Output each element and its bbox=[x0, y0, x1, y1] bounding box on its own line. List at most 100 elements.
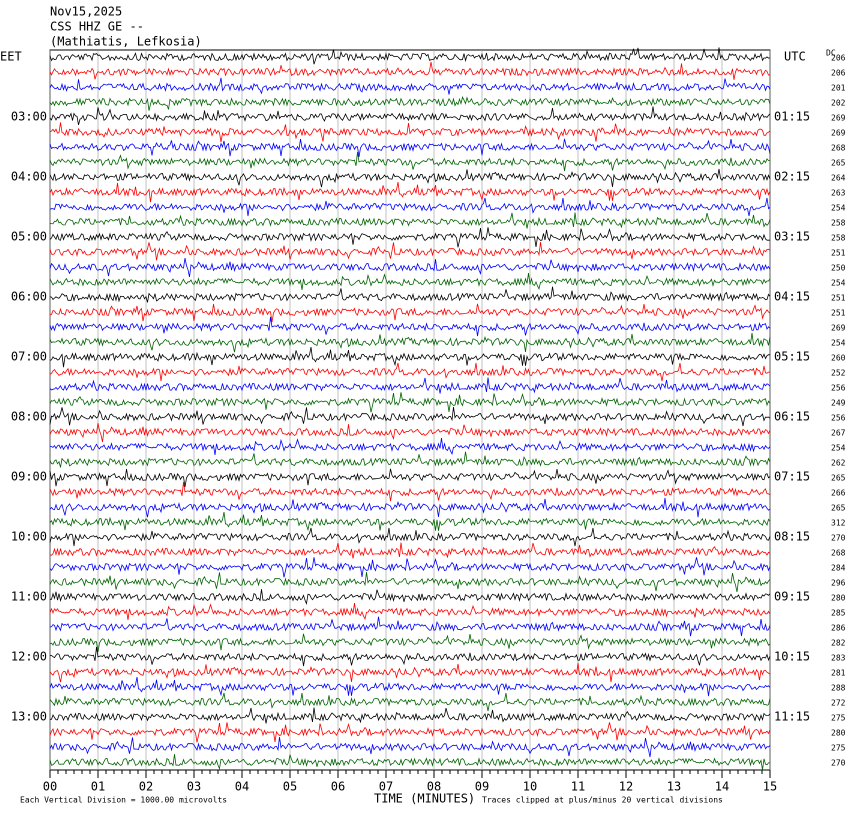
trace bbox=[49, 423, 771, 443]
trace bbox=[49, 557, 771, 578]
right-time: 06:15 bbox=[774, 410, 810, 424]
right-time: 04:15 bbox=[774, 290, 810, 304]
left-time: 03:00 bbox=[11, 110, 47, 124]
trace bbox=[49, 106, 771, 126]
dc-offset: 286 bbox=[831, 624, 846, 633]
dc-offset: 270 bbox=[831, 534, 846, 543]
dc-offset: 268 bbox=[831, 144, 846, 153]
dc-offset: 269 bbox=[831, 129, 846, 138]
dc-offset: 252 bbox=[831, 369, 846, 378]
dc-offset: 256 bbox=[831, 384, 846, 393]
trace bbox=[49, 633, 771, 652]
x-tick-label: 07 bbox=[379, 780, 393, 794]
trace bbox=[49, 151, 771, 172]
x-tick-label: 15 bbox=[763, 780, 777, 794]
right-time: 10:15 bbox=[774, 650, 810, 664]
trace bbox=[49, 316, 771, 337]
left-time: 07:00 bbox=[11, 350, 47, 364]
dc-offset: 275 bbox=[831, 714, 846, 723]
trace bbox=[49, 197, 771, 217]
left-time: 09:00 bbox=[11, 470, 47, 484]
dc-offset: 280 bbox=[831, 594, 846, 603]
left-time: 11:00 bbox=[11, 590, 47, 604]
x-tick-label: 09 bbox=[475, 780, 489, 794]
x-tick-label: 05 bbox=[283, 780, 297, 794]
dc-offset: 270 bbox=[831, 759, 846, 768]
trace bbox=[49, 96, 771, 111]
dc-offset: 275 bbox=[831, 744, 846, 753]
dc-offset: 254 bbox=[831, 204, 846, 213]
left-time: 05:00 bbox=[11, 230, 47, 244]
trace bbox=[49, 754, 771, 771]
trace bbox=[49, 542, 771, 559]
dc-offset: 201 bbox=[831, 84, 846, 93]
trace bbox=[49, 286, 771, 303]
trace bbox=[50, 589, 771, 606]
trace bbox=[49, 571, 771, 593]
right-zone: UTC bbox=[784, 50, 806, 64]
plot-frame bbox=[49, 49, 771, 771]
trace bbox=[49, 212, 771, 229]
dc-offset: 251 bbox=[831, 294, 846, 303]
dc-offset: 266 bbox=[831, 489, 846, 498]
dc-offset: 258 bbox=[831, 234, 846, 243]
trace bbox=[49, 497, 771, 518]
dc-offset: 282 bbox=[831, 639, 846, 648]
trace bbox=[49, 227, 770, 248]
x-tick-label: 04 bbox=[235, 780, 249, 794]
left-time: 08:00 bbox=[11, 410, 47, 424]
dc-offset: 251 bbox=[831, 309, 846, 318]
dc-offset: 250 bbox=[831, 264, 846, 273]
trace bbox=[49, 722, 771, 743]
offset-header: DC bbox=[826, 49, 836, 58]
trace bbox=[49, 362, 771, 382]
x-tick-label: 02 bbox=[139, 780, 153, 794]
trace bbox=[49, 122, 771, 143]
trace bbox=[49, 377, 771, 394]
trace bbox=[49, 347, 771, 368]
scale-note: Each Vertical Division = 1000.00 microvo… bbox=[20, 796, 227, 805]
dc-offset: 265 bbox=[831, 474, 846, 483]
left-time: 04:00 bbox=[11, 170, 47, 184]
x-tick-label: 11 bbox=[571, 780, 585, 794]
trace bbox=[49, 138, 771, 157]
trace bbox=[49, 303, 771, 322]
trace bbox=[49, 258, 771, 278]
dc-offset: 283 bbox=[831, 654, 846, 663]
dc-offset: 254 bbox=[831, 279, 846, 288]
x-tick-label: 03 bbox=[187, 780, 201, 794]
trace bbox=[49, 77, 771, 95]
right-time: 03:15 bbox=[774, 230, 810, 244]
dc-offset: 254 bbox=[831, 339, 846, 348]
dc-offset: 269 bbox=[831, 114, 846, 123]
right-time: 08:15 bbox=[774, 530, 810, 544]
right-time: 01:15 bbox=[774, 110, 810, 124]
dc-offset: 281 bbox=[831, 669, 846, 678]
trace bbox=[49, 47, 771, 65]
trace bbox=[49, 677, 771, 697]
trace bbox=[49, 603, 771, 620]
trace bbox=[49, 662, 771, 683]
trace bbox=[49, 241, 771, 261]
trace bbox=[49, 512, 771, 532]
dc-offset: 254 bbox=[831, 444, 846, 453]
trace bbox=[50, 707, 771, 724]
date: Nov15,2025 bbox=[50, 5, 122, 19]
left-time: 06:00 bbox=[11, 290, 47, 304]
trace bbox=[49, 736, 771, 758]
trace bbox=[49, 481, 771, 502]
dc-offset: 249 bbox=[831, 399, 846, 408]
x-axis-label: TIME (MINUTES) bbox=[374, 792, 475, 806]
left-time: 10:00 bbox=[11, 530, 47, 544]
dc-offset: 296 bbox=[831, 579, 846, 588]
trace bbox=[49, 406, 771, 427]
dc-offset: 269 bbox=[831, 324, 846, 333]
right-time: 11:15 bbox=[774, 710, 810, 724]
dc-offset: 267 bbox=[831, 429, 846, 438]
location: (Mathiatis, Lefkosia) bbox=[50, 35, 202, 49]
left-time: 12:00 bbox=[11, 650, 47, 664]
dc-offset: 262 bbox=[831, 459, 846, 468]
station: CSS HHZ GE -- bbox=[50, 20, 144, 34]
